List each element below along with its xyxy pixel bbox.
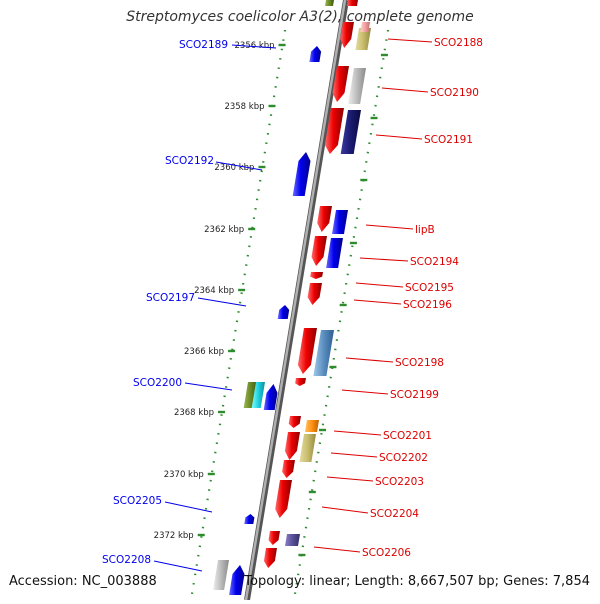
gene-label-left[interactable]: SCO2197 — [146, 292, 195, 304]
gene-sco2191-feature[interactable] — [340, 110, 361, 154]
gene-label-right[interactable]: lipB — [415, 224, 435, 236]
gene-top-edge-2[interactable] — [325, 0, 334, 6]
gene-label-left[interactable]: SCO2200 — [133, 377, 182, 389]
gene-sco2208-feature[interactable] — [213, 560, 229, 590]
tick-label: 2370 kbp — [164, 470, 204, 480]
gene-sco2206[interactable] — [268, 531, 281, 545]
gene-sco2201-feature[interactable] — [305, 420, 319, 432]
gene-sco2198[interactable] — [297, 328, 317, 374]
gene-sco2194-feature[interactable] — [326, 238, 343, 268]
gene-sco2188[interactable] — [340, 22, 354, 48]
gene-sco2203[interactable] — [282, 460, 295, 478]
gene-sco2202[interactable] — [284, 432, 300, 460]
gene-label-left[interactable]: SCO2205 — [113, 495, 162, 507]
leader-line — [330, 452, 378, 458]
gene-label-right[interactable]: SCO2190 — [430, 87, 479, 99]
gene-label-right[interactable]: SCO2195 — [405, 282, 454, 294]
leader-line — [231, 44, 277, 49]
gene-sco2196[interactable] — [307, 283, 322, 305]
gene-sco2201[interactable] — [288, 416, 301, 428]
gene-label-right[interactable]: SCO2196 — [403, 299, 452, 311]
gene-sco2191[interactable] — [324, 108, 344, 154]
gene-label-right[interactable]: SCO2199 — [390, 389, 439, 401]
leader-line — [359, 257, 409, 262]
leader-line — [321, 506, 369, 514]
gene-sco2208[interactable] — [229, 565, 245, 595]
genome-axis — [244, 0, 347, 601]
gene-lipb[interactable] — [317, 206, 332, 232]
leader-line — [355, 282, 404, 288]
leader-line — [381, 87, 429, 93]
leader-line — [365, 224, 414, 230]
genome-stats-text: Topology: linear; Length: 8,667,507 bp; … — [244, 574, 590, 589]
leader-line — [375, 134, 423, 140]
gene-sco2199[interactable] — [295, 378, 306, 386]
tick-label: 2358 kbp — [224, 102, 264, 112]
leader-line — [345, 357, 394, 363]
gene-top-edge[interactable] — [347, 0, 358, 6]
gene-sco2200-feature-2[interactable] — [251, 382, 265, 408]
gene-label-right[interactable]: SCO2194 — [410, 256, 459, 268]
tick-label: 2360 kbp — [214, 163, 254, 173]
leader-line — [184, 382, 233, 391]
leader-line — [215, 161, 263, 171]
gene-label-right[interactable]: SCO2204 — [370, 508, 419, 520]
gene-pink-feature[interactable] — [360, 22, 370, 32]
tick-label: 2364 kbp — [194, 286, 234, 296]
map-title: Streptomyces coelicolor A3(2), complete … — [126, 9, 474, 25]
leader-line — [333, 430, 382, 436]
gene-sco2204[interactable] — [275, 480, 292, 518]
accession-text: Accession: NC_003888 — [9, 574, 157, 589]
gene-label-left[interactable]: SCO2208 — [102, 554, 151, 566]
leader-line — [197, 297, 247, 307]
leader-line — [153, 560, 203, 572]
gene-label-left[interactable]: SCO2189 — [179, 39, 228, 51]
gene-label-right[interactable]: SCO2203 — [375, 476, 424, 488]
gene-sco2190[interactable] — [332, 66, 350, 102]
gene-sco2205[interactable] — [244, 514, 255, 524]
gene-sco2197[interactable] — [277, 305, 290, 319]
gene-sco2190-feature[interactable] — [348, 68, 366, 104]
gene-label-right[interactable]: SCO2188 — [434, 37, 483, 49]
gene-red-extra[interactable] — [263, 548, 277, 568]
gene-sco2202-feature[interactable] — [299, 434, 316, 462]
gene-lipb-feature[interactable] — [332, 210, 348, 234]
gene-sco2194[interactable] — [311, 236, 328, 266]
leader-line — [164, 501, 213, 513]
leader-line — [313, 546, 361, 553]
ruler-right — [292, 29, 390, 601]
tick-label: 2362 kbp — [204, 225, 244, 235]
gene-sco2195[interactable] — [310, 272, 323, 279]
tick-label: 2368 kbp — [174, 408, 214, 418]
gene-sco2188-feature[interactable] — [355, 28, 371, 50]
gene-label-right[interactable]: SCO2202 — [379, 452, 428, 464]
gene-sco2192[interactable] — [292, 152, 311, 196]
gene-sco2198-feature[interactable] — [313, 330, 334, 376]
gene-label-right[interactable]: SCO2206 — [362, 547, 411, 559]
gene-sco2200[interactable] — [263, 384, 278, 410]
leader-line — [341, 389, 389, 395]
tick-label: 2366 kbp — [184, 347, 224, 357]
leader-line — [326, 476, 374, 482]
gene-label-right[interactable]: SCO2198 — [395, 357, 444, 369]
ruler-left — [189, 29, 287, 601]
leader-line — [387, 38, 433, 43]
gene-sco2206-feature[interactable] — [285, 534, 300, 546]
gene-label-right[interactable]: SCO2191 — [424, 134, 473, 146]
gene-label-right[interactable]: SCO2201 — [383, 430, 432, 442]
gene-label-left[interactable]: SCO2192 — [165, 155, 214, 167]
tick-label: 2356 kbp — [235, 41, 275, 51]
tick-label: 2372 kbp — [154, 531, 194, 541]
leader-line — [353, 299, 402, 305]
gene-sco2189[interactable] — [309, 46, 322, 62]
